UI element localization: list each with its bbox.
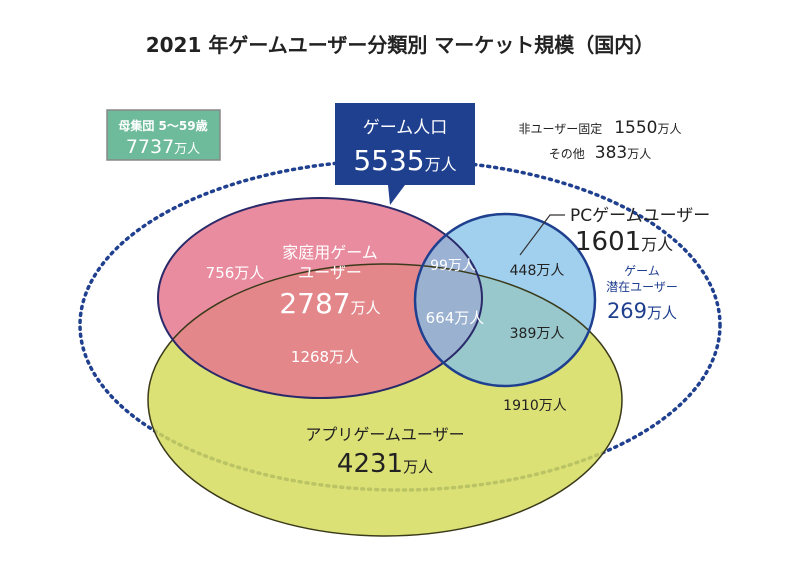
diagram-title: 2021 年ゲームユーザー分類別 マーケット規模（国内） xyxy=(146,33,655,57)
population-value: 7737 xyxy=(126,136,174,158)
segment-home-pc: 99万人 xyxy=(430,258,476,274)
svg-text:7737万人: 7737万人 xyxy=(126,136,200,158)
svg-text:ユーザー: ユーザー xyxy=(298,263,362,282)
population-box xyxy=(106,109,221,161)
segment-pc-only: 448万人 xyxy=(510,263,565,279)
game-population-label: ゲーム人口 xyxy=(363,118,448,138)
svg-text:2787万人: 2787万人 xyxy=(279,287,380,320)
non-user-value: 1550 xyxy=(614,118,657,138)
potential-label: ゲーム xyxy=(624,264,660,278)
segment-all-three: 664万人 xyxy=(426,309,485,327)
other-value: 383 xyxy=(595,143,627,163)
home-users-ellipse xyxy=(158,198,482,398)
game-population-callout xyxy=(335,103,475,205)
non-user-label: 非ユーザー固定 xyxy=(518,121,602,136)
home-users-value: 2787 xyxy=(279,287,350,320)
svg-text:269万人: 269万人 xyxy=(607,299,677,323)
segment-home-only: 756万人 xyxy=(206,264,265,282)
population-label: 母集団 5～59歳 xyxy=(118,118,207,133)
home-users-label: 家庭用ゲーム xyxy=(282,243,378,262)
pc-users-label: PCゲームユーザー xyxy=(570,206,710,226)
app-users-value: 4231 xyxy=(337,449,403,479)
segment-app-only: 1910万人 xyxy=(503,398,567,414)
svg-text:5535万人: 5535万人 xyxy=(353,144,456,177)
game-population-value: 5535 xyxy=(353,144,424,177)
svg-text:4231万人: 4231万人 xyxy=(337,449,433,479)
svg-text:1601万人: 1601万人 xyxy=(575,227,673,257)
other-label: その他 xyxy=(549,147,585,161)
pc-users-circle xyxy=(415,214,595,386)
potential-value: 269 xyxy=(607,299,647,323)
segment-pc-app: 389万人 xyxy=(510,326,565,342)
svg-text:潜在ユーザー: 潜在ユーザー xyxy=(606,280,678,294)
pc-users-value: 1601 xyxy=(575,227,641,257)
segment-home-app: 1268万人 xyxy=(291,348,359,366)
app-users-label: アプリゲームユーザー xyxy=(305,425,464,444)
